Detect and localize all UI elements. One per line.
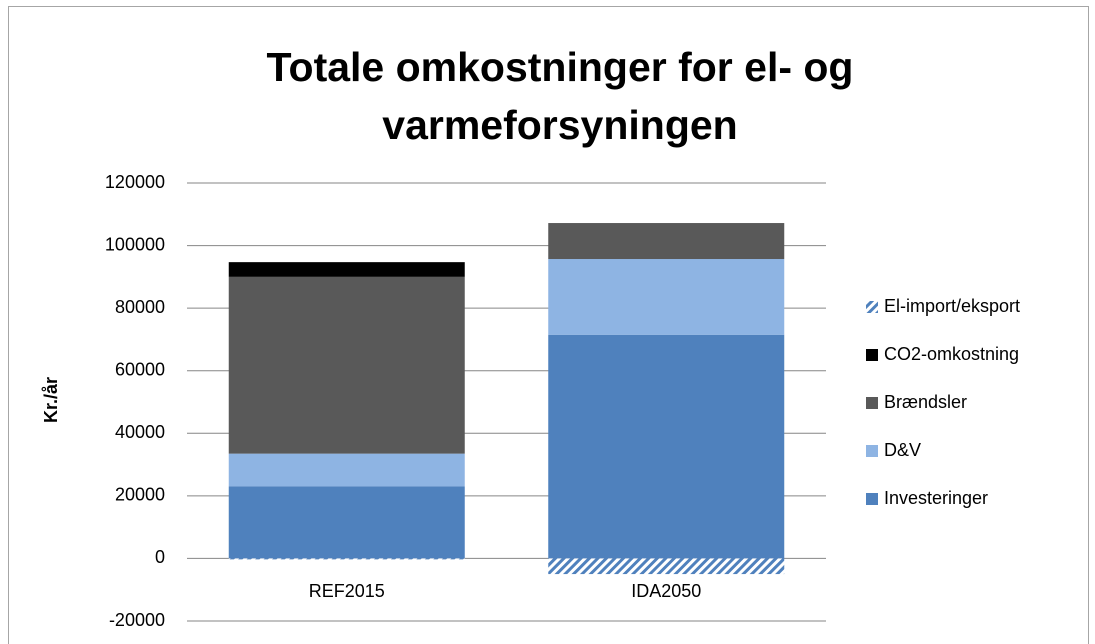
y-tick-label: 120000 (105, 172, 165, 192)
y-tick-label: -20000 (109, 610, 165, 630)
bar-segment (548, 334, 785, 559)
legend-label: El-import/eksport (884, 296, 1020, 316)
legend-marker (866, 397, 878, 409)
bar-segment (228, 453, 465, 487)
legend-label: CO2-omkostning (884, 344, 1019, 364)
y-tick-label: 80000 (115, 297, 165, 317)
bar-segment (548, 223, 785, 260)
y-tick-label: 40000 (115, 422, 165, 442)
legend-marker (866, 445, 878, 457)
bar-segment (548, 558, 785, 575)
legend-marker (866, 301, 878, 313)
legend-marker (866, 349, 878, 361)
y-tick-label: 0 (155, 547, 165, 567)
bar-segment (228, 558, 465, 560)
y-tick-label: 60000 (115, 359, 165, 379)
legend-label: Investeringer (884, 488, 988, 508)
y-tick-label: 20000 (115, 485, 165, 505)
bar-segment (228, 262, 465, 277)
x-tick-label: REF2015 (309, 581, 385, 601)
legend-label: Brændsler (884, 392, 967, 412)
legend-label: D&V (884, 440, 921, 460)
chart-border (8, 6, 1089, 644)
legend-marker (866, 493, 878, 505)
y-tick-label: 100000 (105, 234, 165, 254)
chart-title: Totale omkostninger for el- og varmefors… (266, 44, 854, 148)
bar-segment (228, 486, 465, 559)
bar-segment (228, 276, 465, 454)
bar-segment (548, 259, 785, 335)
y-axis-label: Kr./år (41, 377, 61, 423)
x-tick-label: IDA2050 (631, 581, 701, 601)
